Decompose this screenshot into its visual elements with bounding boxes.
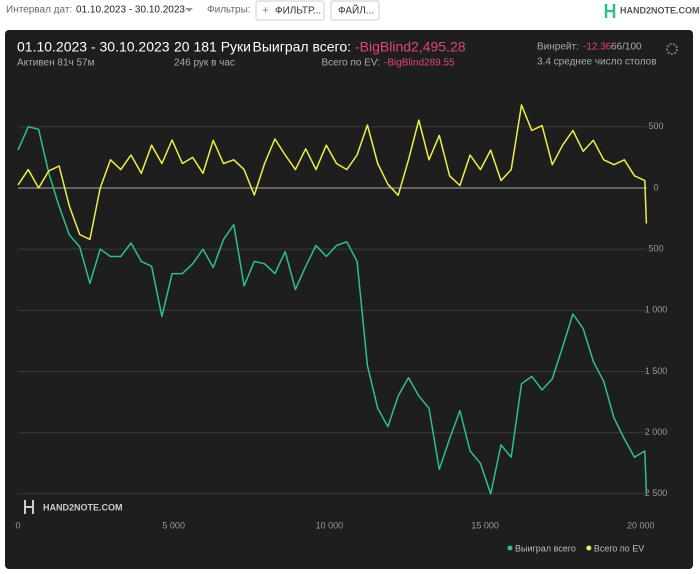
legend-marker [586, 545, 592, 551]
y-tick-label: 0 [653, 182, 658, 192]
filter-button-label[interactable]: ФИЛЬТР... [275, 6, 321, 17]
x-tick-label: 15 000 [471, 520, 499, 530]
x-tick-label: 5 000 [162, 520, 185, 530]
hands-per-hour: 246 рук в час [174, 58, 235, 69]
hands: 20 181 Руки [174, 39, 251, 55]
legend-label: Выиграл всего [515, 543, 576, 553]
chart-panel [5, 30, 693, 569]
logo-icon [604, 4, 616, 18]
legend-label: Всего по EV [594, 543, 644, 553]
y-tick-label: 1 000 [645, 305, 668, 315]
won-label: Выиграл всего: [253, 39, 352, 55]
tables: 3.4 среднее число столов [537, 57, 657, 68]
winrate-unit: 66/100 [611, 42, 642, 53]
logo: HAND2NOTE.COM [620, 5, 700, 15]
series-line [17, 126, 648, 495]
watermark-icon [24, 500, 34, 514]
winrate-label: Винрейт: [537, 42, 579, 53]
dropdown-arrow[interactable] [185, 8, 193, 12]
x-tick-label: 10 000 [316, 520, 344, 530]
y-tick-label: 1 500 [645, 366, 668, 376]
won-value: -BigBlind2,495.28 [355, 39, 466, 55]
plus-icon: + [262, 3, 269, 17]
date-label: Интервал дат: [6, 5, 72, 16]
watermark: HAND2NOTE.COM [43, 502, 123, 512]
legend-marker [507, 545, 513, 551]
period: 01.10.2023 - 30.10.2023 [17, 39, 170, 55]
settings-icon[interactable] [666, 43, 678, 55]
date-range[interactable]: 01.10.2023 - 30.10.2023 [76, 5, 185, 16]
active-time: Активен 81ч 57м [17, 58, 95, 69]
series-line [17, 104, 648, 241]
file-button-label[interactable]: ФАЙЛ... [338, 4, 374, 17]
filter-button[interactable] [255, 0, 325, 21]
file-button[interactable] [330, 0, 380, 21]
winrate-value: -12.36 [583, 42, 612, 53]
y-tick-label: 500 [648, 244, 663, 254]
ev-label: Всего по EV: [321, 58, 380, 69]
x-tick-label: 20 000 [627, 520, 655, 530]
y-tick-label: 2 000 [645, 427, 668, 437]
ev-value: -BigBlind289.55 [384, 58, 455, 69]
y-tick-label: 500 [648, 121, 663, 131]
y-tick-label: 2 500 [645, 488, 668, 498]
filters-label: Фильтры: [207, 5, 251, 16]
x-tick-label: 0 [15, 520, 20, 530]
